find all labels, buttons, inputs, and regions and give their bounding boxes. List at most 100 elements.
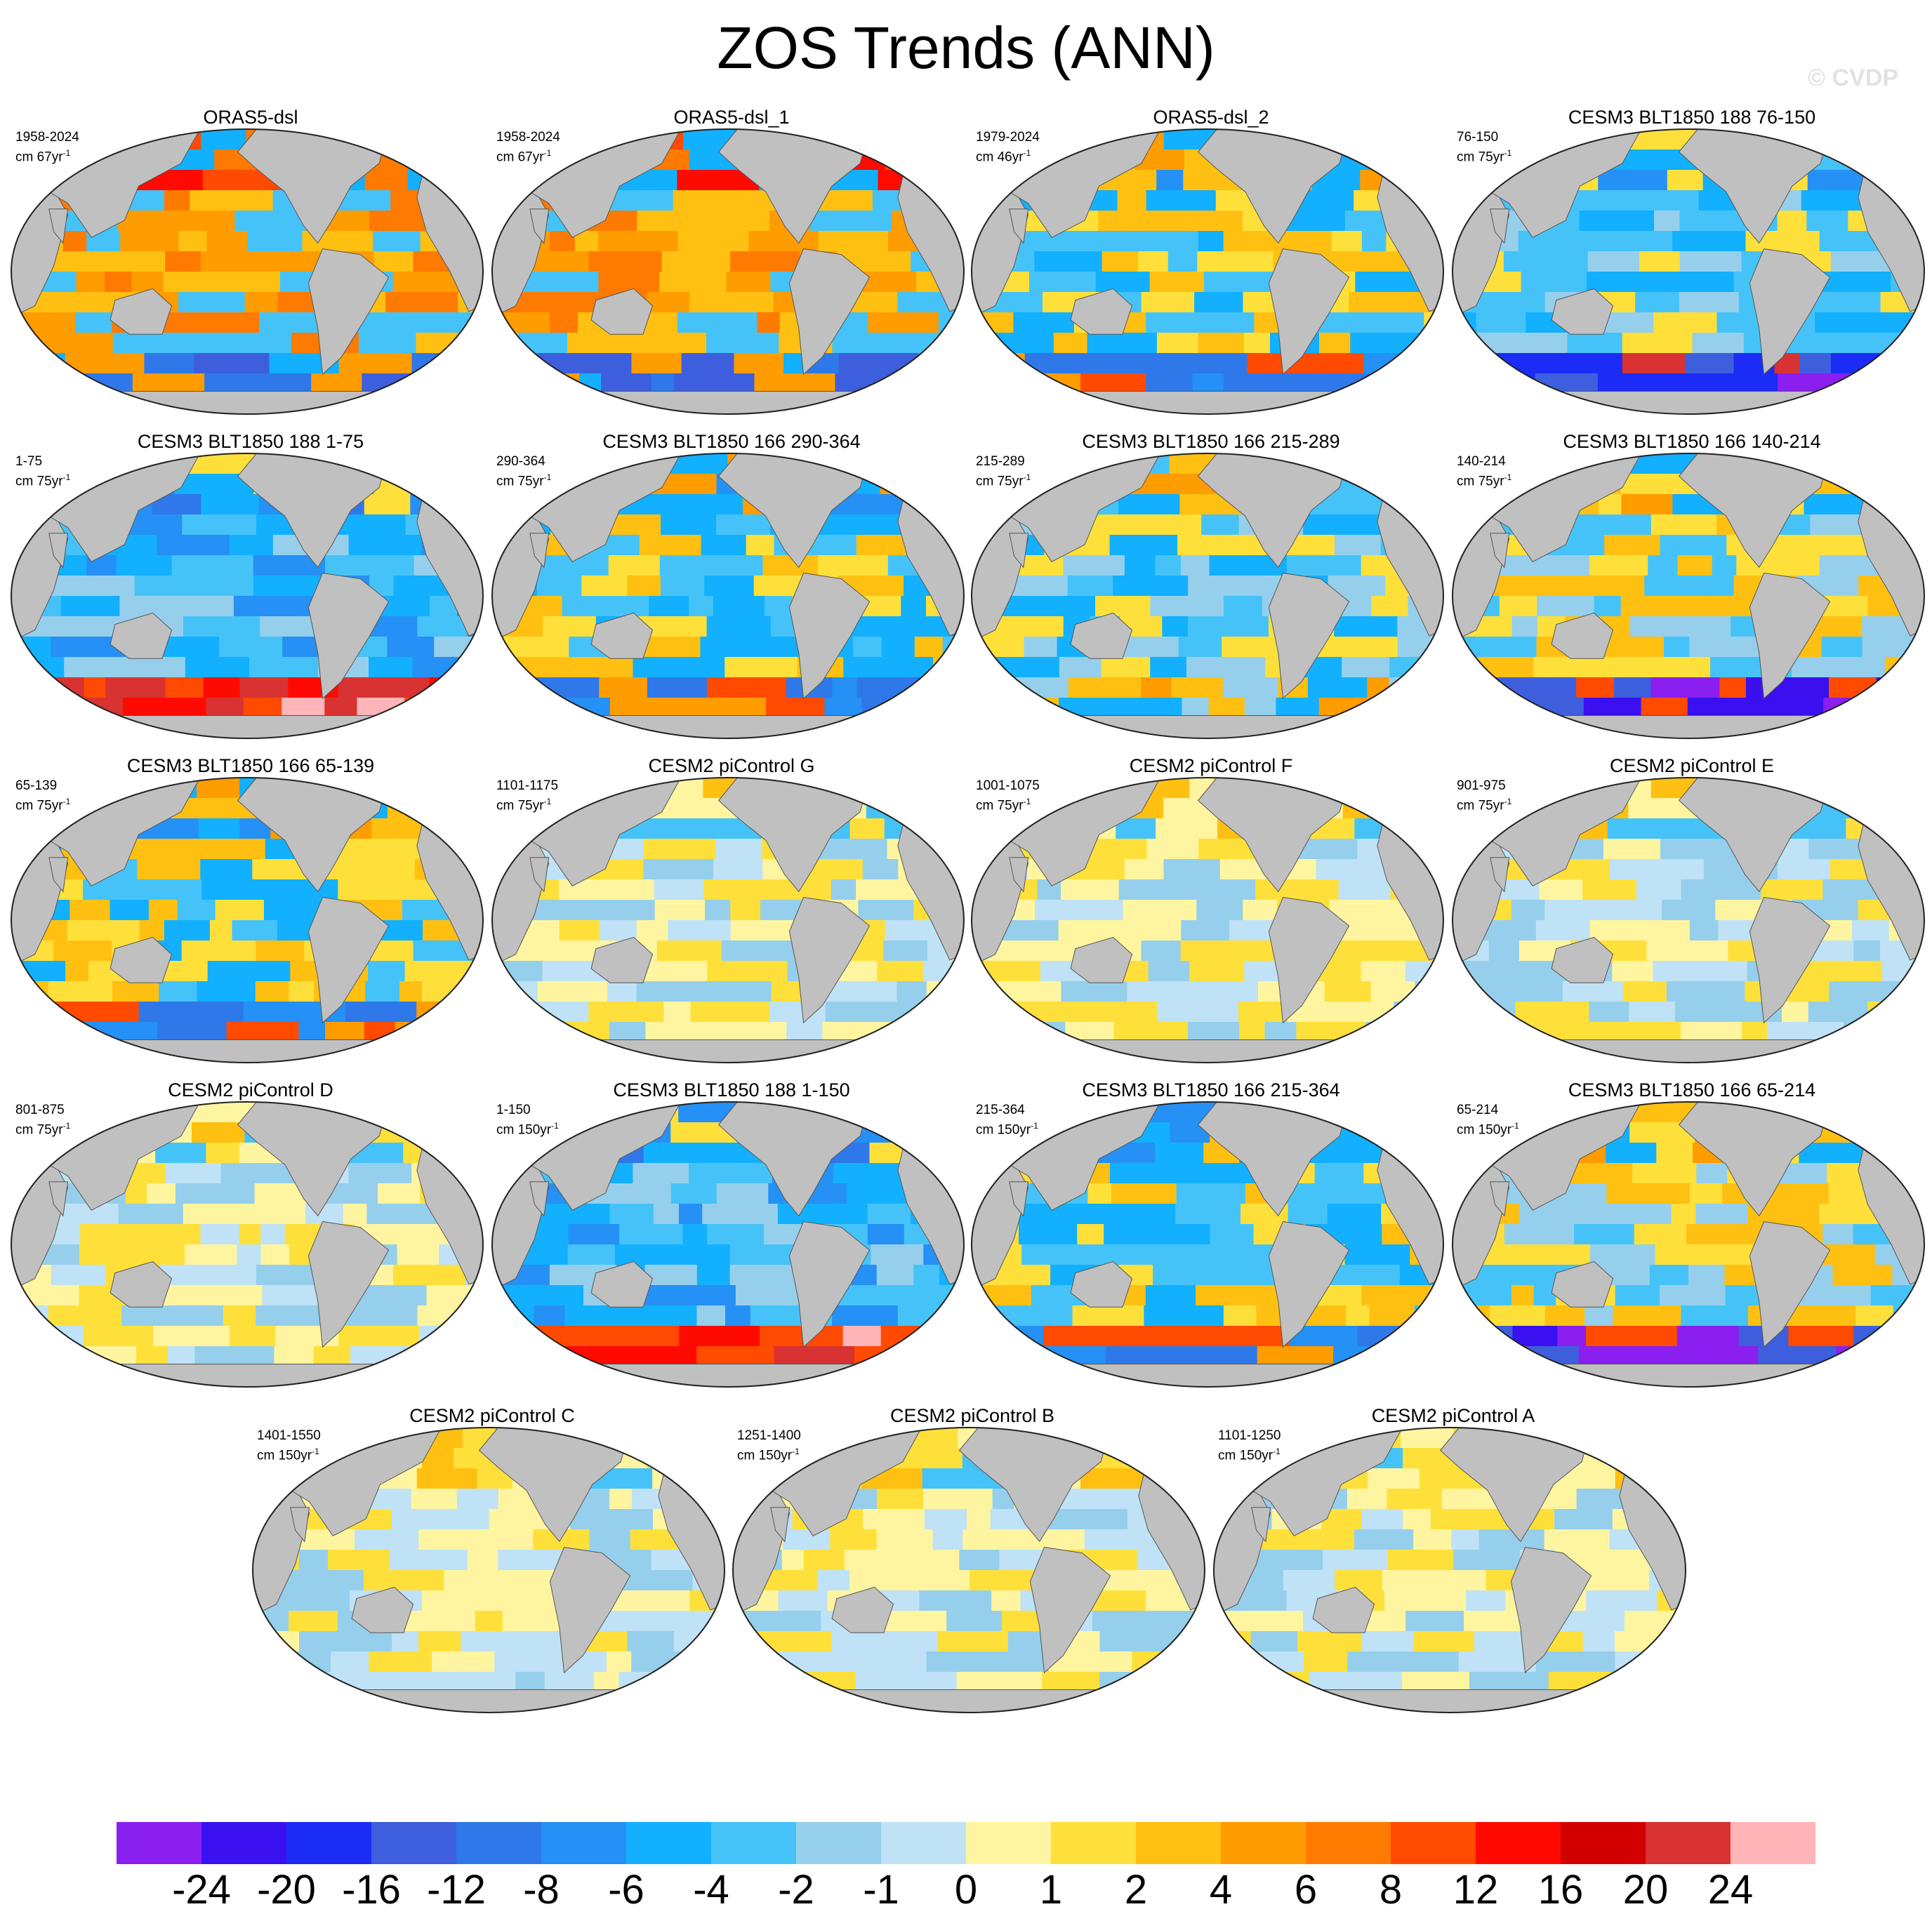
land-antarctica — [492, 391, 964, 414]
map-outline — [491, 128, 965, 415]
land-india — [1009, 533, 1029, 569]
land-australia — [1551, 936, 1614, 983]
land-south-america — [788, 1221, 871, 1348]
land-india — [48, 533, 69, 569]
panel-units-exponent: -1 — [1023, 472, 1031, 482]
colorbar-swatch — [1476, 1822, 1561, 1864]
map-outline — [1213, 1427, 1686, 1713]
panel-title: CESM2 piControl F — [1129, 755, 1293, 776]
panel-units-base: cm 150yr — [1218, 1448, 1273, 1463]
panel-period: 1-150 — [496, 1103, 531, 1117]
land-south-america — [788, 896, 871, 1024]
map-panel: CESM3 BLT1850 166 65-139 65-139 cm 75yr-1 — [8, 754, 493, 1077]
map-outline — [11, 128, 484, 415]
land-india — [48, 1181, 69, 1217]
panel-units-base: cm 75yr — [496, 798, 544, 813]
panel-units-exponent: -1 — [543, 472, 552, 482]
panel-title: CESM3 BLT1850 166 215-289 — [1082, 431, 1340, 452]
map-plot — [252, 1427, 725, 1713]
panel-period: 901-975 — [1457, 778, 1506, 793]
panel-period: 1101-1250 — [1218, 1428, 1281, 1443]
land-south-america — [1268, 572, 1350, 700]
colorbar-tick-label: 4 — [1209, 1867, 1233, 1913]
panel-units: cm 46yr-1 — [976, 145, 1031, 165]
land-antarctica — [11, 715, 483, 738]
land-australia — [110, 612, 173, 659]
panel-units: cm 75yr-1 — [496, 794, 551, 813]
colorbar-labels: -24 -20 -16 -12 -8 -6 -4 -2 -1 0 1 2 4 6 8 12 16 20 24 — [0, 1866, 1932, 1922]
panel-units-base: cm 150yr — [1457, 1122, 1512, 1138]
panel-units: cm 150yr-1 — [976, 1118, 1038, 1138]
map-panel: CESM3 BLT1850 166 215-364 215-364 cm 150yr… — [969, 1078, 1453, 1401]
land-antarctica — [972, 715, 1443, 738]
land-antarctica — [253, 1689, 724, 1713]
panel-units-exponent: -1 — [312, 1447, 319, 1456]
land-australia — [831, 1586, 894, 1633]
map-outline — [11, 777, 484, 1063]
map-plot — [491, 128, 965, 415]
panel-units-base: cm 75yr — [1457, 149, 1504, 165]
land-greenland — [1100, 1428, 1139, 1457]
colorbar-swatch — [371, 1822, 457, 1864]
land-antarctica — [972, 391, 1443, 414]
colorbar-tick-label: 16 — [1537, 1867, 1584, 1913]
panel-title: ORAS5-dsl — [203, 107, 298, 128]
land-antarctica — [733, 1689, 1205, 1713]
panel-units-exponent: -1 — [1031, 1121, 1038, 1131]
map-plot — [11, 453, 484, 739]
map-outline — [1452, 128, 1925, 415]
land-greenland — [1339, 129, 1378, 159]
panel-units-base: cm 75yr — [15, 474, 63, 489]
panel-units-exponent: -1 — [543, 148, 552, 158]
map-plot — [1452, 128, 1925, 415]
land-south-america — [1029, 1546, 1111, 1674]
map-plot — [11, 1101, 484, 1388]
panel-title: ORAS5-dsl_1 — [673, 107, 790, 128]
land-india — [529, 533, 550, 569]
panel-units-exponent: -1 — [551, 1121, 559, 1131]
colorbar-tick-label: -16 — [342, 1867, 401, 1913]
land-australia — [1070, 1261, 1133, 1308]
map-panel: CESM2 piControl B 1251-1400 cm 150yr-1 — [730, 1404, 1215, 1727]
land-antarctica — [1453, 1364, 1924, 1387]
map-outline — [491, 453, 965, 739]
land-greenland — [1339, 778, 1378, 807]
map-outline — [11, 1101, 484, 1388]
panel-units-base: cm 75yr — [15, 1122, 63, 1138]
land-greenland — [859, 778, 899, 807]
panel-title: CESM3 BLT1850 166 290-364 — [602, 431, 861, 452]
panel-units-exponent: -1 — [62, 1121, 71, 1131]
colorbar-swatch — [286, 1822, 372, 1864]
panel-units: cm 75yr-1 — [15, 470, 70, 489]
panel-title: CESM3 BLT1850 166 215-364 — [1082, 1079, 1340, 1101]
land-india — [290, 1507, 310, 1543]
panel-units-exponent: -1 — [1273, 1447, 1281, 1456]
panel-title: CESM3 BLT1850 188 1-150 — [613, 1079, 850, 1101]
land-greenland — [378, 778, 418, 807]
colorbar-swatch — [456, 1822, 542, 1864]
panel-units-exponent: -1 — [1504, 472, 1512, 482]
land-south-america — [1749, 572, 1831, 700]
map-plot — [971, 1101, 1444, 1388]
panel-units: cm 150yr-1 — [257, 1444, 319, 1463]
panel-units-base: cm 67yr — [15, 149, 63, 165]
colorbar-tick-label: 1 — [1039, 1867, 1063, 1913]
land-india — [529, 1181, 550, 1217]
land-australia — [110, 288, 173, 335]
map-outline — [971, 128, 1444, 415]
colorbar-swatch — [541, 1822, 627, 1864]
panel-title: CESM2 piControl D — [168, 1079, 333, 1101]
map-panel: ORAS5-dsl_1 1958-2024 cm 67yr-1 — [489, 105, 974, 428]
panel-units: cm 150yr-1 — [1457, 1118, 1519, 1138]
colorbar-swatch — [796, 1822, 882, 1864]
land-australia — [110, 936, 173, 983]
panel-units: cm 75yr-1 — [1457, 470, 1511, 489]
map-panel: CESM3 BLT1850 166 215-289 215-289 cm 75yr-… — [969, 430, 1453, 752]
land-south-america — [788, 248, 871, 375]
panel-title: CESM3 BLT1850 166 140-214 — [1563, 431, 1821, 452]
colorbar-tick-label: 20 — [1622, 1867, 1669, 1913]
map-plot — [732, 1427, 1205, 1713]
panel-units-base: cm 67yr — [496, 149, 544, 165]
land-india — [1251, 1507, 1271, 1543]
land-australia — [1070, 936, 1133, 983]
